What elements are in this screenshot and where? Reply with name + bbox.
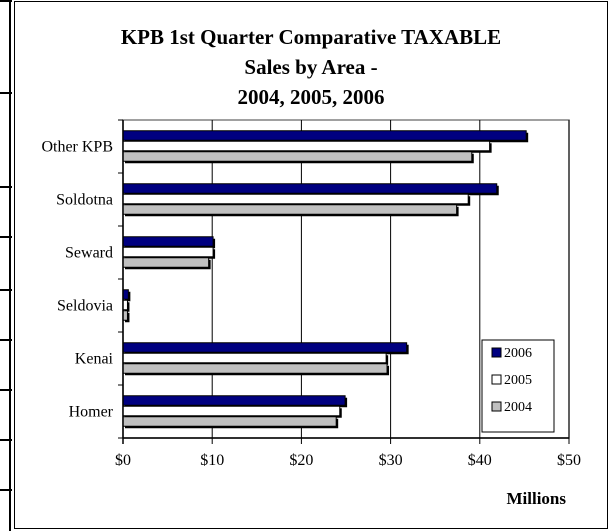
legend: 2006 2005 2004 xyxy=(481,339,555,433)
x-tick-label: $0 xyxy=(115,452,131,469)
x-tick-label: $20 xyxy=(289,452,313,469)
bar-2004-homer xyxy=(122,416,337,427)
legend-swatch-2005 xyxy=(491,374,502,385)
bar-2004-kenai xyxy=(122,363,388,374)
bar-2006-seldovia xyxy=(122,289,129,300)
bar-2004-soldotna xyxy=(122,204,458,215)
chart-title-line-2: Sales by Area - xyxy=(244,55,378,79)
category-label: Seldovia xyxy=(57,298,113,315)
bar-2006-seward xyxy=(122,236,214,247)
category-label: Seward xyxy=(65,245,113,262)
left-edge-table-lines xyxy=(0,0,12,531)
category-label: Kenai xyxy=(75,351,114,368)
x-tick-labels: $0 $10 $20 $30 $40 $50 xyxy=(115,452,581,469)
bar-2005-other-kpb xyxy=(122,140,491,152)
x-axis-title: Millions xyxy=(506,489,566,508)
legend-label: 2006 xyxy=(504,346,532,361)
category-label: Homer xyxy=(69,404,114,421)
category-labels: Other KPB Soldotna Seward Seldovia Kenai Home… xyxy=(41,139,113,421)
x-tick-label: $10 xyxy=(200,452,224,469)
legend-swatch-2004 xyxy=(491,401,502,412)
bar-2004-other-kpb xyxy=(122,151,473,162)
chart-title: KPB 1st Quarter Comparative TAXABLE Sale… xyxy=(14,22,608,112)
bar-2005-seward xyxy=(122,246,214,258)
bar-2006-soldotna xyxy=(122,183,498,194)
grid-lines xyxy=(211,120,570,438)
chart-title-line-1: KPB 1st Quarter Comparative TAXABLE xyxy=(120,25,502,49)
x-tick-label: $50 xyxy=(557,452,581,469)
bar-2006-other-kpb xyxy=(122,130,527,141)
x-tick-label: $30 xyxy=(379,452,403,469)
bar-2006-homer xyxy=(122,395,346,406)
legend-label: 2004 xyxy=(504,400,532,415)
category-label: Soldotna xyxy=(56,192,113,209)
chart-title-line-3: 2004, 2005, 2006 xyxy=(237,85,385,109)
x-tick-label: $40 xyxy=(468,452,492,469)
axes xyxy=(118,119,570,444)
category-label: Other KPB xyxy=(41,139,113,156)
bar-2005-homer xyxy=(122,405,341,417)
bar-2004-seward xyxy=(122,257,210,268)
bar-2005-kenai xyxy=(122,352,387,364)
bar-2005-soldotna xyxy=(122,193,469,205)
legend-swatch-2006 xyxy=(491,347,502,358)
legend-label: 2005 xyxy=(504,373,532,388)
bars xyxy=(122,130,529,429)
bar-2006-kenai xyxy=(122,342,408,353)
